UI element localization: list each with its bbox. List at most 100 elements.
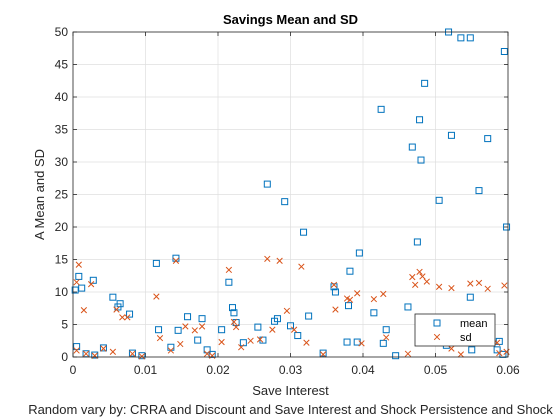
mean-point [174,326,182,334]
mean-point [466,293,474,301]
mean-point [225,278,233,286]
data-series [71,28,511,360]
mean-point [421,79,429,87]
sd-point [276,257,283,264]
sd-point [124,314,131,321]
sd-point [100,345,107,352]
sd-point [153,293,160,300]
mean-point [457,34,465,42]
mean-point [229,304,236,312]
sd-point [232,323,240,331]
legend-items: mean sd [433,318,488,344]
plot-frame [72,31,509,358]
mean-point [273,315,281,323]
legend-marker-sd [433,333,441,341]
mean-point [503,223,511,231]
sd-point [182,323,189,330]
mean-point [466,34,474,42]
mean-point [287,322,294,330]
mean-point [435,196,443,204]
mean-point [78,284,86,292]
mean-point [484,135,492,143]
sd-point [113,306,120,313]
sd-point [303,339,310,346]
sd-point [109,348,117,355]
sd-point [256,336,264,343]
sd-point [346,296,354,303]
mean-point [218,326,226,334]
y-tick-label: 10 [55,285,69,299]
sd-point [503,348,510,355]
mean-point [408,143,416,151]
mean-point [71,286,79,294]
mean-point [194,336,202,344]
mean-point [254,323,262,331]
mean-point [346,267,354,275]
sd-point [484,285,491,292]
sd-point [358,340,365,347]
sd-point [383,334,390,341]
sd-point [119,314,126,321]
legend-box [414,313,496,347]
sd-point [91,352,98,359]
sd-point [448,345,455,352]
series-sd [73,255,510,360]
mean-point [382,326,390,334]
x-tick-label: 0.02 [206,363,230,377]
mean-point [379,339,387,347]
sd-point [412,281,419,289]
sd-point [264,255,271,263]
mean-point [184,313,192,321]
sd-point [87,281,95,288]
mean-point [203,346,211,354]
sd-point [409,273,416,281]
mean-point [155,326,163,334]
mean-point [300,228,308,236]
y-tick-label: 15 [55,253,69,267]
sd-point [423,278,430,285]
mean-point [99,344,107,352]
x-tick-label: 0.06 [496,363,520,377]
sd-point [419,273,426,280]
x-tick-label: 0.01 [134,363,158,377]
sd-point [475,279,483,287]
mean-point [345,302,352,310]
mean-point [138,352,146,360]
mean-point [319,349,327,357]
sd-point [138,353,146,360]
mean-point [355,249,363,257]
legend-label-mean: mean [460,318,488,330]
sd-point [416,268,423,276]
mean-point [330,283,338,291]
sd-point [73,279,80,286]
sd-point [354,290,361,297]
sd-point [496,349,503,357]
sd-point [225,266,233,274]
sd-point [73,347,80,354]
mean-point [447,131,455,139]
mean-point [89,276,97,284]
legend: mean sd [414,313,496,347]
sd-point [172,257,180,264]
sd-point [319,351,327,358]
y-tick-label: 35 [55,123,69,137]
sd-point [177,340,184,348]
y-tick-label: 0 [61,350,68,364]
y-tick-label: 20 [55,220,69,234]
x-tick-label: 0 [70,363,77,377]
mean-point [109,293,117,301]
sd-point [247,337,254,344]
mean-point [152,259,160,267]
sd-point [129,350,136,357]
mean-point [126,310,134,318]
mean-point [370,309,378,317]
legend-label-sd: sd [460,332,472,344]
y-axis-label: A Mean and SD [32,149,47,240]
mean-point [377,105,385,113]
mean-point [294,332,302,340]
chart-title: Savings Mean and SD [223,12,358,27]
sd-point [298,263,305,270]
mean-point [281,198,289,206]
mean-point [493,346,501,354]
sd-point [290,326,298,333]
